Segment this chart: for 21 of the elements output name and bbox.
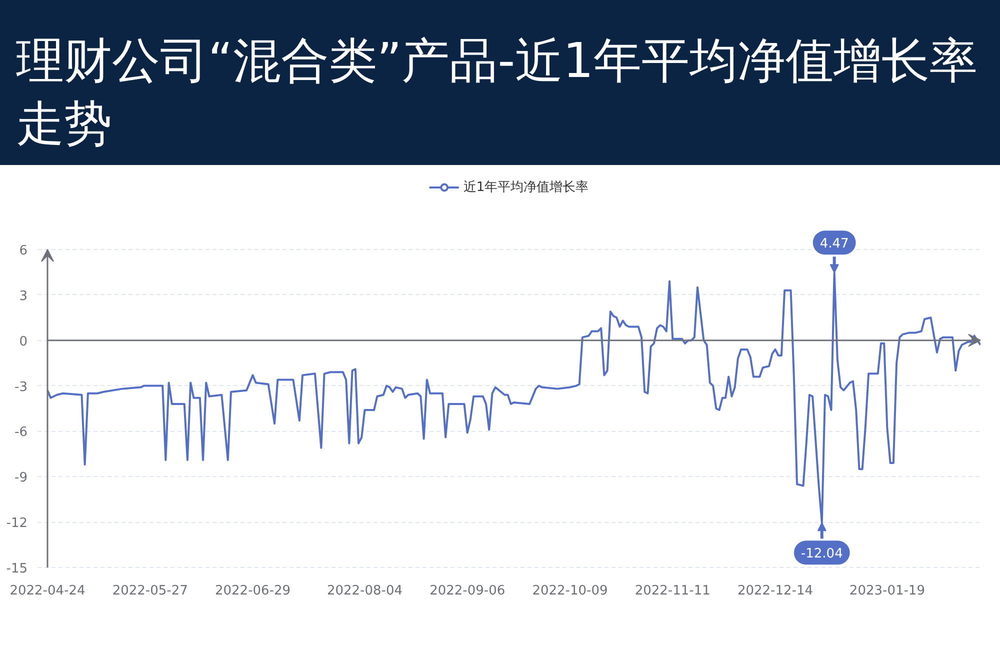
x-tick-label: 2022-08-04 (326, 584, 403, 598)
x-tick-label: 2022-04-24 (10, 584, 86, 598)
y-tick-label: -15 (6, 562, 28, 576)
y-tick-label: 6 (19, 244, 28, 258)
x-tick-label: 2022-11-11 (634, 584, 710, 598)
y-tick-label: -12 (6, 516, 28, 532)
x-tick-label: 2022-09-06 (430, 584, 506, 598)
legend-label: 近1年平均净值增长率 (463, 179, 589, 196)
y-tick-label: 0 (19, 334, 28, 350)
y-tick-label: 3 (19, 288, 28, 304)
annotation: -12.04 (800, 546, 843, 562)
x-tick-label: 2022-12-14 (737, 584, 814, 598)
x-tick-label: 2022-05-27 (112, 584, 188, 598)
chart-title: 理财公司“混合类”产品-近1年平均净值增长率走势 (0, 0, 1000, 165)
annotation: 4.47 (820, 236, 849, 252)
y-tick-label: -9 (14, 470, 28, 486)
y-tick-label: -3 (14, 380, 28, 395)
x-tick-label: 2022-10-09 (532, 584, 608, 598)
x-tick-label: 2023-01-19 (849, 584, 925, 598)
x-tick-label: 2022-06-29 (214, 584, 291, 598)
y-tick-label: -6 (14, 425, 28, 440)
